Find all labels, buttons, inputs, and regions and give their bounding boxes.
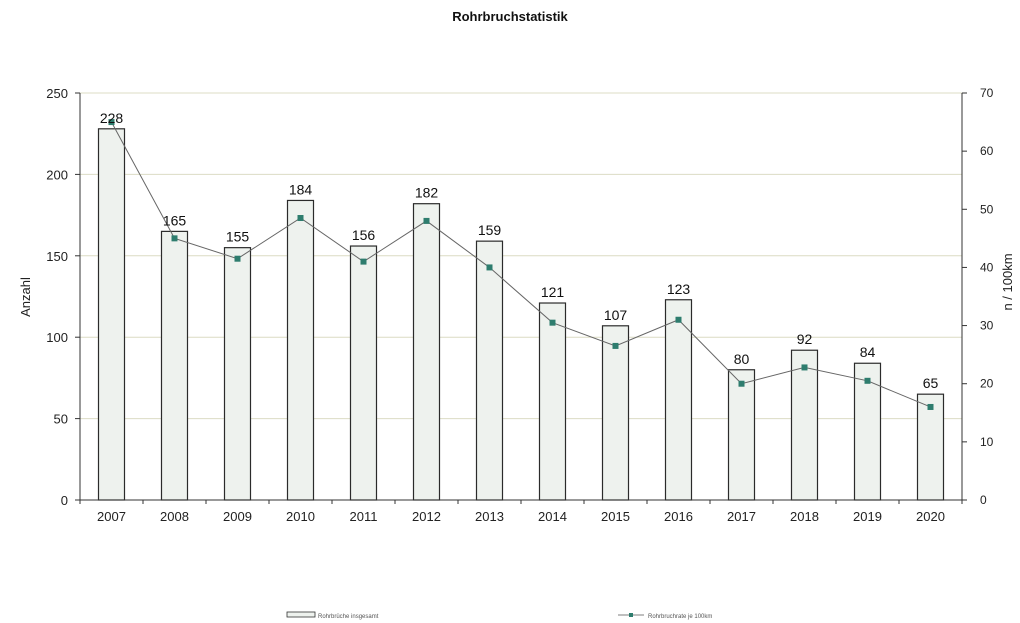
bar-value-label: 165 xyxy=(163,212,187,228)
y-right-tick-label: 40 xyxy=(980,260,994,274)
bar xyxy=(349,245,378,501)
gridlines xyxy=(80,92,962,420)
rate-marker xyxy=(360,258,367,265)
bar-value-label: 159 xyxy=(478,222,502,238)
bar-value-label: 107 xyxy=(604,307,628,323)
rate-line xyxy=(111,121,931,408)
bar xyxy=(412,203,441,501)
bar xyxy=(916,393,945,501)
y-right-tick-label: 30 xyxy=(980,319,994,333)
bar xyxy=(223,247,252,501)
bar xyxy=(727,369,756,501)
x-tick-label: 2020 xyxy=(916,509,945,524)
rate-marker xyxy=(612,342,619,349)
y-tick-label: 50 xyxy=(54,412,68,427)
bar-value-label: 123 xyxy=(667,281,691,297)
rate-marker xyxy=(486,264,493,271)
bar-value-label: 155 xyxy=(226,229,250,245)
y-tick-label: 0 xyxy=(61,493,68,508)
bar-value-label: 182 xyxy=(415,185,439,201)
x-tick-label: 2015 xyxy=(601,509,630,524)
y-tick-label: 200 xyxy=(46,167,68,182)
y-axis-right-label: n / 100km xyxy=(1000,253,1015,310)
bar-value-label: 65 xyxy=(923,375,939,391)
bar xyxy=(790,349,819,501)
rate-marker xyxy=(927,403,934,410)
rate-marker xyxy=(423,217,430,224)
rate-marker xyxy=(864,377,871,384)
bar xyxy=(601,325,630,501)
rate-marker xyxy=(234,255,241,262)
y-tick-label: 250 xyxy=(46,86,68,101)
bar xyxy=(664,299,693,501)
x-tick-label: 2011 xyxy=(350,509,378,524)
y-right-tick-label: 0 xyxy=(980,493,987,507)
bar xyxy=(475,240,504,501)
bar-value-label: 184 xyxy=(289,181,313,197)
rate-marker xyxy=(675,316,682,323)
bar-value-label: 228 xyxy=(100,110,124,126)
rate-marker xyxy=(108,119,115,126)
x-tick-label: 2016 xyxy=(664,509,693,524)
y-right-tick-label: 20 xyxy=(980,377,994,391)
x-tick-label: 2017 xyxy=(727,509,756,524)
chart-title: Rohrbruchstatistik xyxy=(452,9,568,24)
y-right-tick-label: 60 xyxy=(980,144,994,158)
rate-marker xyxy=(801,364,808,371)
rate-marker xyxy=(171,235,178,242)
legend-line-marker xyxy=(629,613,633,617)
bar xyxy=(286,199,315,501)
bar-value-label: 156 xyxy=(352,227,376,243)
legend-line-label: Rohrbruchrate je 100km xyxy=(648,614,712,620)
x-tick-label: 2018 xyxy=(790,509,819,524)
x-tick-label: 2014 xyxy=(538,509,567,524)
bar-series xyxy=(97,128,945,501)
x-tick-label: 2009 xyxy=(223,509,252,524)
x-tick-label: 2008 xyxy=(160,509,189,524)
x-tick-label: 2013 xyxy=(475,509,504,524)
bar xyxy=(97,128,126,501)
rate-marker xyxy=(297,215,304,222)
bar xyxy=(853,362,882,501)
y-tick-label: 150 xyxy=(46,249,68,264)
rate-marker xyxy=(738,380,745,387)
bar-value-label: 80 xyxy=(734,351,750,367)
bar xyxy=(160,230,189,501)
bar-value-label: 84 xyxy=(860,344,876,360)
legend: Rohrbrüche insgesamt Rohrbruchrate je 10… xyxy=(286,611,712,620)
axes: 0 50 100 150 200 250 0 10 20 30 40 50 60 70 2007 2008 20… xyxy=(46,86,993,524)
x-tick-label: 2007 xyxy=(97,509,126,524)
bar-value-label: 92 xyxy=(797,331,813,347)
bar xyxy=(538,302,567,501)
line-series xyxy=(108,119,934,410)
data-labels: 228 165 155 184 156 182 159 121 107 123 80 92 84 65 xyxy=(100,110,939,391)
y-right-tick-label: 10 xyxy=(980,435,994,449)
y-right-tick-label: 50 xyxy=(980,202,994,216)
legend-bar-swatch xyxy=(286,611,316,618)
x-tick-label: 2010 xyxy=(286,509,315,524)
x-tick-label: 2012 xyxy=(412,509,441,524)
x-tick-label: 2019 xyxy=(853,509,882,524)
legend-bar-label: Rohrbrüche insgesamt xyxy=(318,614,379,620)
y-axis-label: Anzahl xyxy=(18,277,33,317)
rate-marker xyxy=(549,319,556,326)
y-tick-label: 100 xyxy=(46,330,68,345)
bar-value-label: 121 xyxy=(541,284,565,300)
y-right-tick-label: 70 xyxy=(980,86,994,100)
